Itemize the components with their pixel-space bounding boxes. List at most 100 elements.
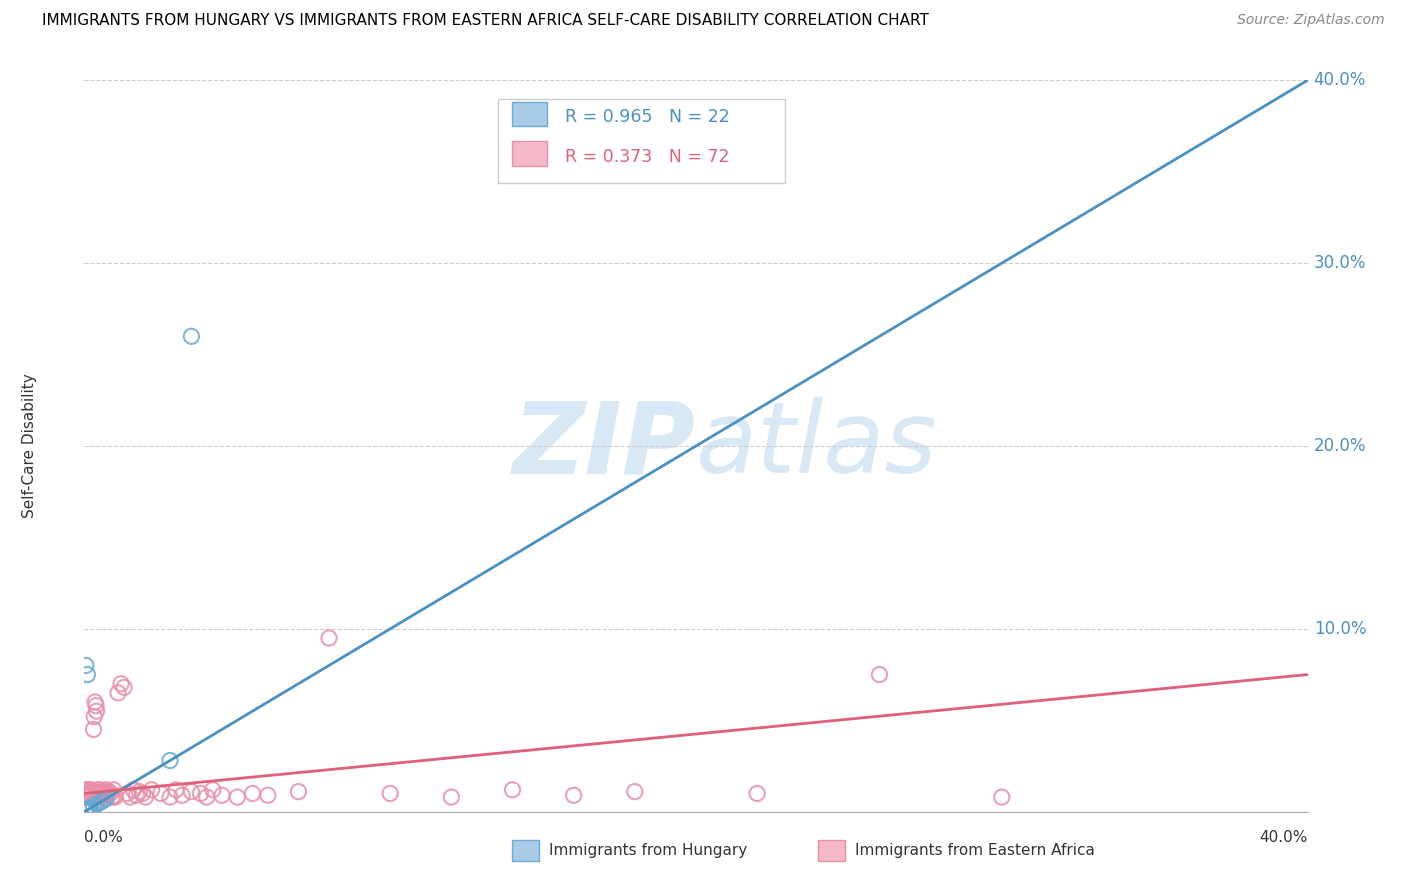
Point bbox=[159, 754, 181, 768]
Point bbox=[115, 787, 138, 801]
Point bbox=[87, 782, 110, 797]
Point bbox=[80, 787, 103, 801]
Point bbox=[104, 789, 127, 803]
Point bbox=[180, 329, 202, 343]
Point bbox=[77, 802, 100, 816]
Point bbox=[287, 784, 309, 798]
Point bbox=[94, 792, 117, 806]
Point bbox=[77, 784, 100, 798]
Point bbox=[159, 790, 181, 805]
Point bbox=[76, 790, 98, 805]
Point bbox=[82, 784, 104, 798]
Point bbox=[131, 787, 153, 801]
Point bbox=[747, 787, 769, 801]
Point bbox=[97, 784, 120, 798]
Point bbox=[624, 784, 647, 798]
Text: Immigrants from Eastern Africa: Immigrants from Eastern Africa bbox=[855, 843, 1095, 858]
Point bbox=[135, 790, 157, 805]
Point bbox=[76, 803, 98, 817]
Point bbox=[502, 782, 524, 797]
Point bbox=[190, 787, 212, 801]
Point bbox=[86, 797, 108, 812]
Text: IMMIGRANTS FROM HUNGARY VS IMMIGRANTS FROM EASTERN AFRICA SELF-CARE DISABILITY C: IMMIGRANTS FROM HUNGARY VS IMMIGRANTS FR… bbox=[42, 13, 929, 29]
Point bbox=[76, 782, 98, 797]
Point bbox=[75, 787, 97, 801]
Point bbox=[90, 784, 112, 798]
Point bbox=[76, 803, 98, 817]
Point bbox=[80, 782, 103, 797]
Point bbox=[165, 782, 187, 797]
Point bbox=[75, 804, 97, 818]
Point bbox=[84, 698, 107, 713]
Point bbox=[76, 667, 98, 681]
Point bbox=[869, 667, 891, 681]
Point bbox=[991, 790, 1014, 805]
Text: 10.0%: 10.0% bbox=[1313, 620, 1367, 638]
Point bbox=[122, 782, 145, 797]
Point bbox=[84, 695, 107, 709]
Point bbox=[201, 782, 224, 797]
Point bbox=[77, 802, 100, 816]
Point bbox=[93, 784, 115, 798]
Point bbox=[125, 789, 148, 803]
Text: R = 0.373   N = 72: R = 0.373 N = 72 bbox=[565, 148, 730, 166]
Point bbox=[77, 803, 100, 817]
Point bbox=[211, 789, 233, 803]
Bar bbox=[513, 102, 547, 127]
Point bbox=[120, 790, 142, 805]
Point bbox=[83, 709, 105, 723]
Point bbox=[75, 658, 97, 673]
Point bbox=[86, 704, 108, 718]
Text: ZIP: ZIP bbox=[513, 398, 696, 494]
Text: Source: ZipAtlas.com: Source: ZipAtlas.com bbox=[1237, 13, 1385, 28]
Point bbox=[96, 789, 118, 803]
Point bbox=[104, 790, 127, 805]
Text: Self-Care Disability: Self-Care Disability bbox=[22, 374, 37, 518]
Point bbox=[79, 801, 101, 815]
Text: 20.0%: 20.0% bbox=[1313, 437, 1367, 455]
Point bbox=[96, 787, 118, 801]
Text: R = 0.965   N = 22: R = 0.965 N = 22 bbox=[565, 108, 730, 126]
Point bbox=[76, 803, 98, 817]
Point bbox=[103, 782, 125, 797]
Text: 0.0%: 0.0% bbox=[84, 830, 124, 845]
Point bbox=[172, 789, 194, 803]
Text: 40.0%: 40.0% bbox=[1313, 71, 1367, 89]
Point bbox=[83, 723, 105, 737]
Bar bbox=[818, 839, 845, 862]
Point bbox=[79, 787, 101, 801]
Point bbox=[80, 789, 103, 803]
Point bbox=[76, 803, 98, 817]
Point bbox=[440, 790, 463, 805]
Point bbox=[79, 790, 101, 805]
Point bbox=[107, 686, 129, 700]
Bar bbox=[513, 141, 547, 166]
Point bbox=[226, 790, 249, 805]
Point bbox=[84, 790, 107, 805]
Text: atlas: atlas bbox=[696, 398, 938, 494]
Point bbox=[98, 787, 121, 801]
Point bbox=[89, 789, 111, 803]
Point bbox=[93, 790, 115, 805]
Text: Immigrants from Hungary: Immigrants from Hungary bbox=[550, 843, 748, 858]
Point bbox=[141, 782, 163, 797]
Point bbox=[112, 681, 135, 695]
Point bbox=[83, 799, 105, 814]
Point bbox=[91, 787, 114, 801]
Point bbox=[77, 803, 100, 817]
Point bbox=[94, 782, 117, 797]
Point bbox=[242, 787, 264, 801]
Point bbox=[76, 782, 98, 797]
Point bbox=[149, 787, 172, 801]
Point bbox=[90, 789, 112, 803]
Point bbox=[89, 796, 111, 810]
Text: 30.0%: 30.0% bbox=[1313, 254, 1367, 272]
Point bbox=[257, 789, 280, 803]
Point bbox=[318, 631, 340, 645]
Point bbox=[87, 790, 110, 805]
Point bbox=[91, 794, 114, 808]
Point bbox=[86, 787, 108, 801]
Point bbox=[77, 789, 100, 803]
FancyBboxPatch shape bbox=[498, 99, 786, 183]
Point bbox=[75, 804, 97, 818]
